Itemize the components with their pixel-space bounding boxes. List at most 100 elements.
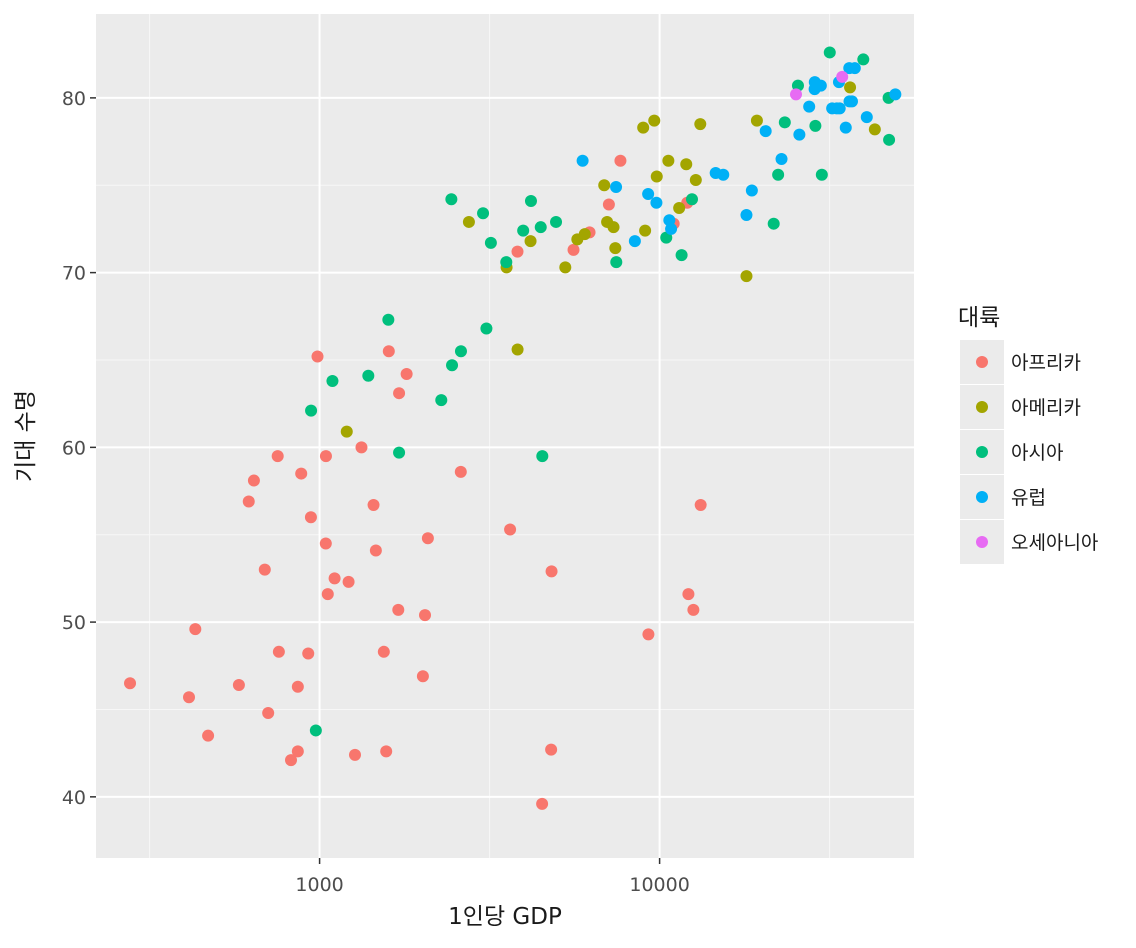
data-points <box>124 46 902 810</box>
data-point <box>355 441 368 454</box>
data-point <box>772 168 785 181</box>
data-point <box>534 221 547 234</box>
data-point <box>740 270 753 283</box>
data-point <box>750 114 763 127</box>
data-point <box>400 367 413 380</box>
data-point <box>682 588 695 601</box>
data-point <box>445 193 458 206</box>
data-point <box>536 450 549 463</box>
legend-label: 오세아니아 <box>1011 532 1098 554</box>
data-point <box>382 313 395 326</box>
data-point <box>740 208 753 221</box>
data-point <box>815 168 828 181</box>
data-point <box>717 168 730 181</box>
data-point <box>823 46 836 59</box>
data-point <box>446 359 459 372</box>
data-point <box>183 691 196 704</box>
data-point <box>511 245 524 258</box>
data-point <box>685 193 698 206</box>
data-point <box>680 158 693 171</box>
data-point <box>839 121 852 134</box>
data-point <box>836 70 849 83</box>
data-point <box>642 187 655 200</box>
data-point <box>504 523 517 536</box>
data-point <box>848 62 861 75</box>
data-point <box>536 797 549 810</box>
data-point <box>775 153 788 166</box>
data-point <box>639 224 652 237</box>
data-point <box>650 170 663 183</box>
data-point <box>291 680 304 693</box>
data-point <box>889 88 902 101</box>
data-point <box>419 609 432 622</box>
data-point <box>342 575 355 588</box>
data-point <box>524 194 537 207</box>
data-point <box>326 374 339 387</box>
data-point <box>319 450 332 463</box>
data-point <box>328 572 341 585</box>
legend-label: 아시아 <box>1011 442 1063 464</box>
data-point <box>242 495 255 508</box>
y-axis: 40 50 60 70 80 <box>62 88 96 809</box>
data-point <box>367 499 380 512</box>
data-point <box>340 425 353 438</box>
y-tick-label: 80 <box>62 88 86 110</box>
data-point <box>262 706 275 719</box>
data-point <box>660 231 673 244</box>
data-point <box>319 537 332 550</box>
data-point <box>609 242 622 255</box>
data-point <box>628 235 641 248</box>
data-point <box>602 198 615 211</box>
data-point <box>860 111 873 124</box>
legend-swatch <box>976 491 988 503</box>
data-point <box>369 544 382 557</box>
data-point <box>393 387 406 400</box>
minor-gridlines <box>96 14 914 858</box>
data-point <box>857 53 870 66</box>
data-point <box>500 256 513 269</box>
data-point <box>883 133 896 146</box>
data-point <box>311 350 324 363</box>
data-point <box>689 174 702 187</box>
data-point <box>462 215 475 228</box>
data-point <box>598 179 611 192</box>
data-point <box>642 628 655 641</box>
data-point <box>124 677 137 690</box>
y-axis-title: 기대 수명 <box>13 390 39 482</box>
data-point <box>435 394 448 407</box>
data-point <box>304 511 317 524</box>
data-point <box>610 256 623 269</box>
data-point <box>362 369 375 382</box>
data-point <box>545 565 558 578</box>
data-point <box>189 623 202 636</box>
data-point <box>302 647 315 660</box>
data-point <box>295 467 308 480</box>
data-point <box>648 114 661 127</box>
data-point <box>309 724 322 737</box>
data-point <box>232 679 245 692</box>
y-tick-label: 60 <box>62 437 86 459</box>
data-point <box>675 249 688 262</box>
plot-panel <box>96 14 914 858</box>
data-point <box>868 123 881 136</box>
data-point <box>247 474 260 487</box>
legend-swatch <box>976 446 988 458</box>
data-point <box>454 345 467 358</box>
x-axis: 1000 10000 <box>295 858 690 896</box>
data-point <box>271 450 284 463</box>
legend-swatch <box>976 356 988 368</box>
data-point <box>380 745 393 758</box>
data-point <box>576 154 589 167</box>
legend-title: 대륙 <box>958 305 1000 331</box>
data-point <box>778 116 791 129</box>
data-point <box>393 446 406 459</box>
data-point <box>305 404 318 417</box>
data-point <box>662 154 675 167</box>
data-point <box>845 95 858 108</box>
data-point <box>321 588 334 601</box>
data-point <box>745 184 758 197</box>
data-point <box>511 343 524 356</box>
